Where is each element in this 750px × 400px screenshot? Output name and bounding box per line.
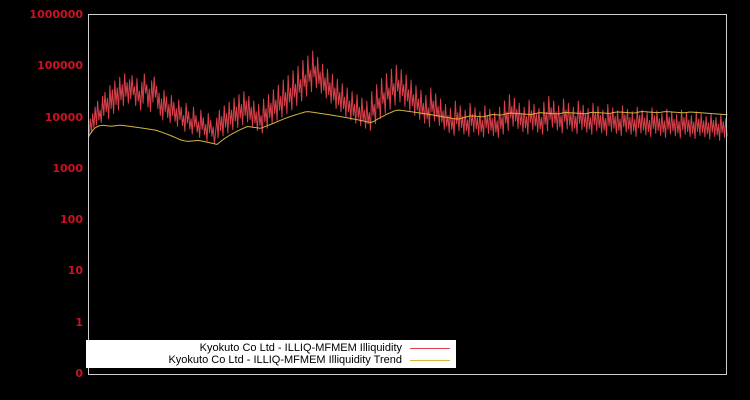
legend-label: Kyokuto Co Ltd - ILLIQ-MFMEM Illiquidity… <box>168 354 402 366</box>
y-axis-tick-label: 10000 <box>44 110 83 124</box>
plot-area-border <box>88 14 727 375</box>
legend-color-swatch <box>410 347 450 349</box>
chart-legend: Kyokuto Co Ltd - ILLIQ-MFMEM Illiquidity… <box>86 340 456 368</box>
y-axis-tick-label: 1000000 <box>29 8 83 21</box>
legend-color-swatch <box>410 359 450 361</box>
series-layer <box>88 50 728 145</box>
y-axis-tick-label: 1000 <box>52 161 83 175</box>
legend-label: Kyokuto Co Ltd - ILLIQ-MFMEM Illiquidity <box>199 342 402 354</box>
data-series-line <box>88 50 728 145</box>
y-axis-tick-label: 1 <box>75 315 83 329</box>
y-axis-tick-label: 100 <box>60 213 83 227</box>
data-series-line <box>88 109 728 145</box>
legend-item: Kyokuto Co Ltd - ILLIQ-MFMEM Illiquidity <box>86 342 456 354</box>
y-axis-tick-label: 10 <box>67 264 83 278</box>
legend-item: Kyokuto Co Ltd - ILLIQ-MFMEM Illiquidity… <box>86 354 456 366</box>
y-axis-tick-label: 100000 <box>37 59 83 73</box>
y-axis-tick-label: 0 <box>75 367 83 380</box>
